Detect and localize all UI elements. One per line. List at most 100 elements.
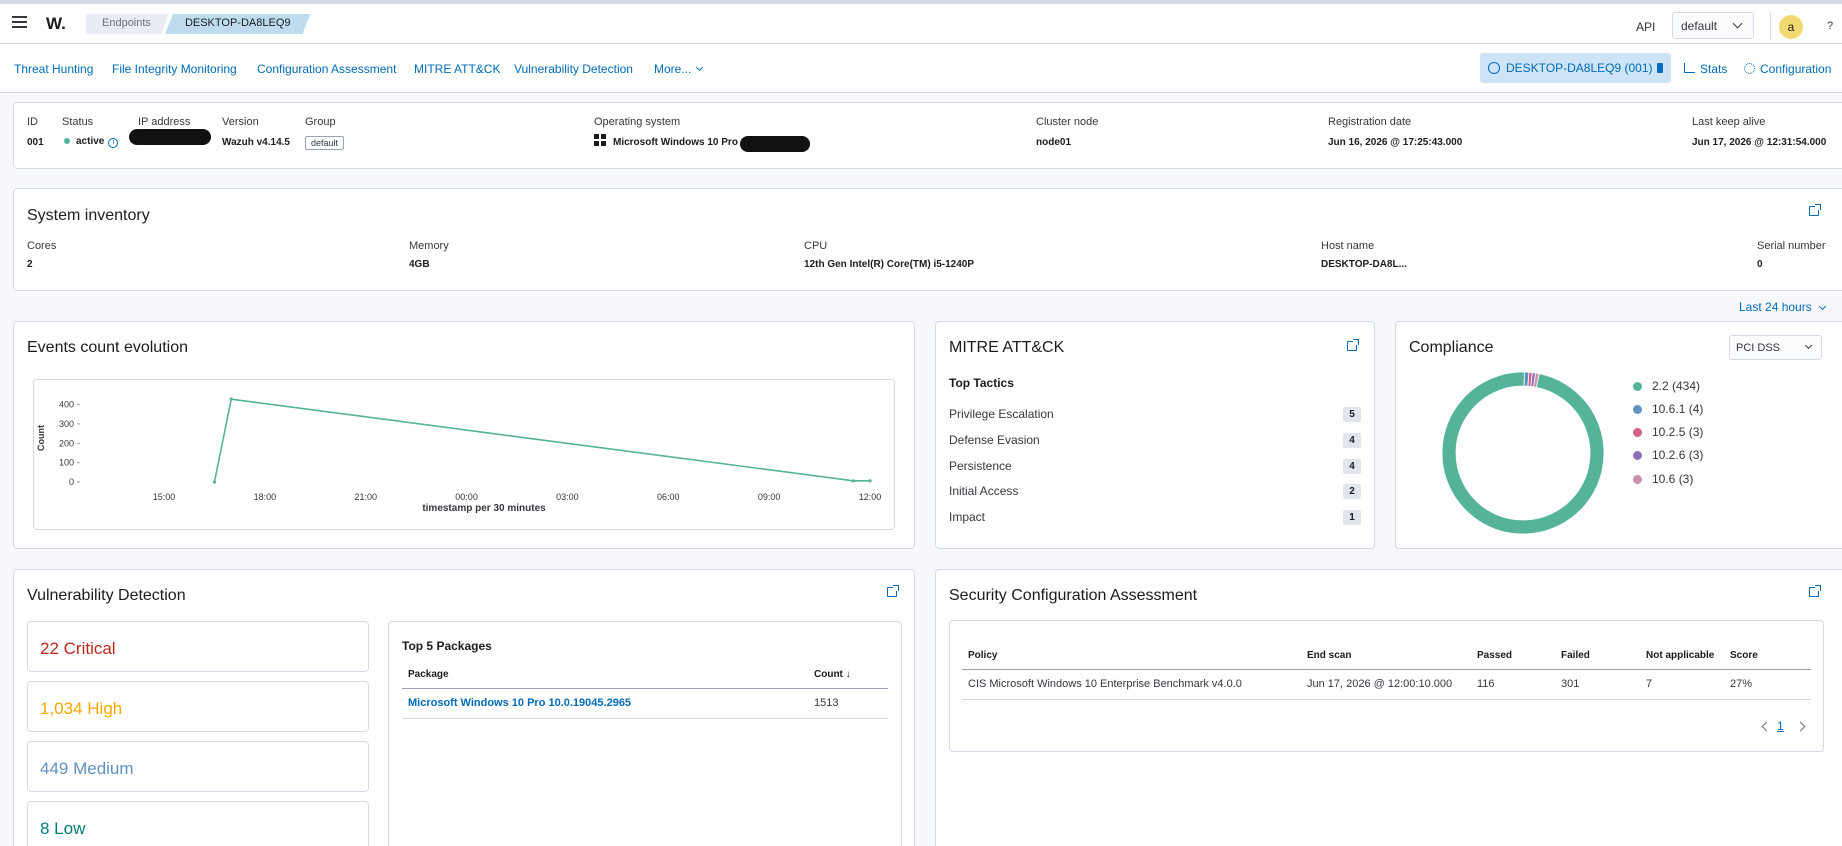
top-packages-title: Top 5 Packages [402,639,492,653]
col-policy[interactable]: Policy [968,650,998,661]
legend-item[interactable]: 2.2 (434) [1633,379,1700,393]
configuration-label: Configuration [1760,62,1832,76]
data-point[interactable] [851,479,855,483]
tab-mitre[interactable]: MITRE ATT&CK [414,62,501,76]
legend-label: 10.6 (3) [1652,472,1694,486]
page-number[interactable]: 1 [1777,719,1784,733]
compliance-donut [1441,371,1605,535]
cpu-label: CPU [804,240,828,252]
stats-label: Stats [1700,62,1728,76]
agent-pill-label: DESKTOP-DA8LEQ9 (001) [1506,61,1653,75]
package-link[interactable]: Microsoft Windows 10 Pro 10.0.19045.2965 [408,697,632,709]
sort-down-icon: ↓ [845,669,851,680]
data-point[interactable] [229,397,233,401]
critical-card[interactable]: 22 Critical [27,621,369,672]
sca-score: 27% [1730,678,1753,690]
x-tick-label: 00:00 [455,492,478,502]
external-link-icon[interactable] [1347,339,1359,351]
low-card[interactable]: 8 Low [27,801,369,846]
legend-dot-icon [1633,382,1642,391]
chevron-down-icon [1804,341,1813,350]
x-axis-label: timestamp per 30 minutes [422,503,546,514]
app-logo[interactable]: W. [46,14,66,33]
tab-threat-hunting[interactable]: Threat Hunting [14,62,94,76]
col-count-label: Count [814,669,843,680]
col-package[interactable]: Package [408,669,449,680]
tactic-row[interactable]: Persistence [949,459,1012,473]
mitre-title: MITRE ATT&CK [949,339,1065,356]
col-end-scan[interactable]: End scan [1307,650,1352,661]
y-tick-label: 300 [59,419,74,429]
tab-vulnerability[interactable]: Vulnerability Detection [514,62,633,76]
tactic-row[interactable]: Defense Evasion [949,433,1040,447]
chevron-down-icon [696,63,704,72]
breadcrumb-agent: DESKTOP-DA8LEQ9 [165,14,311,34]
menu-icon[interactable] [12,16,27,28]
time-range-picker[interactable]: Last 24 hours [1739,300,1826,314]
external-link-icon[interactable] [1809,585,1821,597]
col-passed[interactable]: Passed [1477,650,1513,661]
configuration-link[interactable]: Configuration [1744,62,1831,76]
module-nav: Threat Hunting File Integrity Monitoring… [0,45,1842,93]
donut-slice[interactable] [1533,372,1540,388]
tactic-row[interactable]: Privilege Escalation [949,407,1054,421]
agent-pill[interactable]: DESKTOP-DA8LEQ9 (001) [1480,53,1671,83]
donut-slice[interactable] [1441,371,1605,535]
legend-label: 2.2 (434) [1652,379,1701,393]
top-tactics-title: Top Tactics [949,376,1014,390]
breadcrumb-endpoints[interactable]: Endpoints [86,14,169,34]
serial-value: 0 [1757,259,1763,270]
data-point[interactable] [868,479,872,483]
info-icon[interactable]: i [108,138,119,148]
tab-configuration-assessment[interactable]: Configuration Assessment [257,62,397,76]
col-failed[interactable]: Failed [1561,650,1590,661]
system-inventory-panel [13,188,1842,291]
avatar[interactable]: a [1779,15,1803,39]
hostname-label: Host name [1321,240,1375,252]
legend-item[interactable]: 10.6.1 (4) [1633,402,1703,416]
legend-item[interactable]: 10.6 (3) [1633,472,1693,486]
id-value: 001 [27,137,44,148]
tactic-row[interactable]: Initial Access [949,484,1019,498]
y-tick-label: 0 [69,477,74,487]
events-chart: 0 100 200 300 400 15:00 18:00 21:00 00:00 03:00 06… [33,379,895,530]
events-panel [13,321,915,549]
data-point[interactable] [212,480,217,484]
redacted-os-build [740,136,810,152]
ip-label: IP address [138,116,191,128]
api-select[interactable]: default [1672,12,1754,39]
medium-card[interactable]: 449 Medium [27,741,369,792]
tab-more[interactable]: More... [654,62,704,76]
x-tick-label: 09:00 [758,492,781,502]
group-badge[interactable]: default [305,136,345,150]
legend-label: 10.6.1 (4) [1652,402,1704,416]
tactic-row[interactable]: Impact [949,510,986,524]
col-score[interactable]: Score [1730,650,1758,661]
gear-icon [1744,63,1755,74]
compliance-select[interactable]: PCI DSS [1729,335,1822,360]
tab-file-integrity[interactable]: File Integrity Monitoring [112,62,237,76]
stats-link[interactable]: Stats [1684,62,1727,76]
x-tick-label: 21:00 [354,492,377,502]
pin-icon[interactable] [1657,63,1663,73]
version-label: Version [222,116,259,128]
cores-value: 2 [27,259,33,270]
external-link-icon[interactable] [1809,204,1821,216]
high-card[interactable]: 1,034 High [27,681,369,732]
col-count[interactable]: Count ↓ [814,669,851,680]
external-link-icon[interactable] [887,585,899,597]
version-value: Wazuh v4.14.5 [222,137,290,148]
system-inventory-title: System inventory [27,207,150,224]
os-label: Operating system [594,116,681,128]
col-not-applicable[interactable]: Not applicable [1646,650,1715,661]
x-tick-label: 15:00 [153,492,176,502]
sca-policy[interactable]: CIS Microsoft Windows 10 Enterprise Benc… [968,678,1242,690]
help-icon[interactable]: ? [1827,20,1834,32]
legend-label: 10.2.5 (3) [1652,425,1704,439]
tactic-count: 1 [1343,510,1361,525]
y-tick-label: 200 [59,438,74,448]
legend-item[interactable]: 10.2.6 (3) [1633,448,1703,462]
sca-title: Security Configuration Assessment [949,587,1198,604]
cores-label: Cores [27,240,57,252]
legend-item[interactable]: 10.2.5 (3) [1633,425,1703,439]
